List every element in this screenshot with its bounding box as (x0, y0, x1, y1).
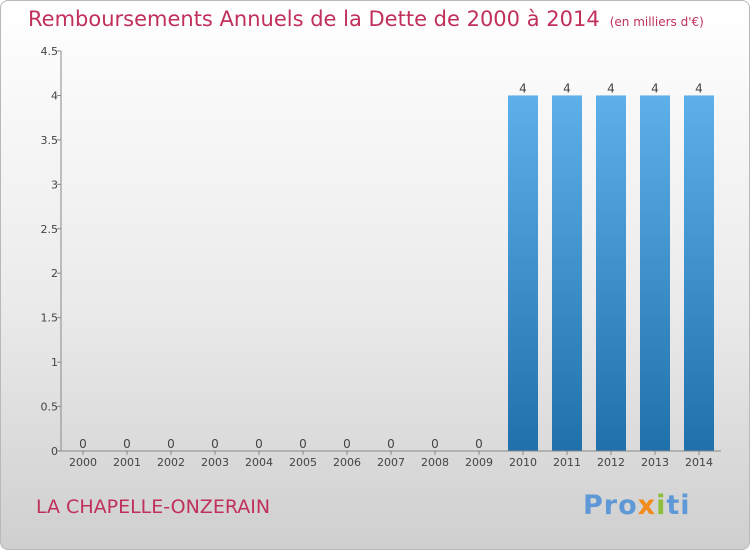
x-tick-label: 2007 (377, 456, 405, 469)
y-tick-label: 0.5 (41, 401, 59, 414)
x-tick-label: 2008 (421, 456, 449, 469)
bar-value-label: 0 (123, 437, 131, 451)
bars (508, 95, 714, 451)
y-tick-label: 2.5 (41, 223, 59, 236)
bar-value-label: 4 (695, 81, 703, 95)
y-tick-label: 2 (51, 267, 58, 280)
bar-value-label: 0 (431, 437, 439, 451)
bar (596, 95, 626, 451)
bar-value-label: 0 (167, 437, 175, 451)
bar-value-label: 4 (651, 81, 659, 95)
logo-part-4: ti (666, 490, 691, 521)
commune-name: LA CHAPELLE-ONZERAIN (36, 496, 271, 518)
bar (640, 95, 670, 451)
logo-part-2: x (637, 490, 657, 521)
bar-value-label: 0 (343, 437, 351, 451)
bar-value-label: 4 (563, 81, 571, 95)
logo-part-1: Pro (583, 490, 638, 521)
x-tick-label: 2010 (509, 456, 537, 469)
bar-value-label: 0 (255, 437, 263, 451)
y-tick-label: 4 (51, 89, 58, 102)
x-tick-label: 2004 (245, 456, 273, 469)
bar (684, 95, 714, 451)
bar (552, 95, 582, 451)
x-tick-label: 2011 (553, 456, 581, 469)
y-tick-label: 3.5 (41, 134, 59, 147)
proxiti-logo[interactable]: Proxiti (583, 490, 691, 521)
bar-value-label: 0 (387, 437, 395, 451)
x-tick-label: 2003 (201, 456, 229, 469)
bar-value-label: 0 (211, 437, 219, 451)
bar-value-label: 4 (607, 81, 615, 95)
bar-value-label: 4 (519, 81, 527, 95)
y-axis: 0 0.5 1 1.5 2 2.5 3 3.5 4 4.5 (41, 45, 62, 458)
x-tick-label: 2002 (157, 456, 185, 469)
x-axis: 2000 2001 2002 2003 2004 2005 2006 2007 2008 2009… (61, 450, 721, 469)
logo-part-3: i (656, 490, 667, 521)
bar-value-label: 0 (475, 437, 483, 451)
x-tick-label: 2014 (685, 456, 713, 469)
bar-value-label: 0 (299, 437, 307, 451)
x-tick-label: 2013 (641, 456, 669, 469)
y-tick-label: 1.5 (41, 312, 59, 325)
bar (508, 95, 538, 451)
y-tick-label: 0 (51, 445, 58, 458)
x-tick-label: 2009 (465, 456, 493, 469)
y-tick-label: 4.5 (41, 45, 59, 58)
y-tick-label: 3 (51, 178, 58, 191)
data-labels: 0 0 0 0 0 0 0 0 0 0 4 4 4 4 4 (79, 81, 703, 451)
chart-title: Remboursements Annuels de la Dette de 20… (28, 7, 704, 31)
x-tick-label: 2001 (113, 456, 141, 469)
bar-value-label: 0 (79, 437, 87, 451)
chart-title-text: Remboursements Annuels de la Dette de 20… (28, 7, 600, 31)
x-tick-label: 2006 (333, 456, 361, 469)
chart-unit: (en milliers d'€) (609, 15, 704, 29)
x-tick-label: 2005 (289, 456, 317, 469)
y-tick-label: 1 (51, 356, 58, 369)
x-tick-label: 2000 (69, 456, 97, 469)
x-tick-label: 2012 (597, 456, 625, 469)
